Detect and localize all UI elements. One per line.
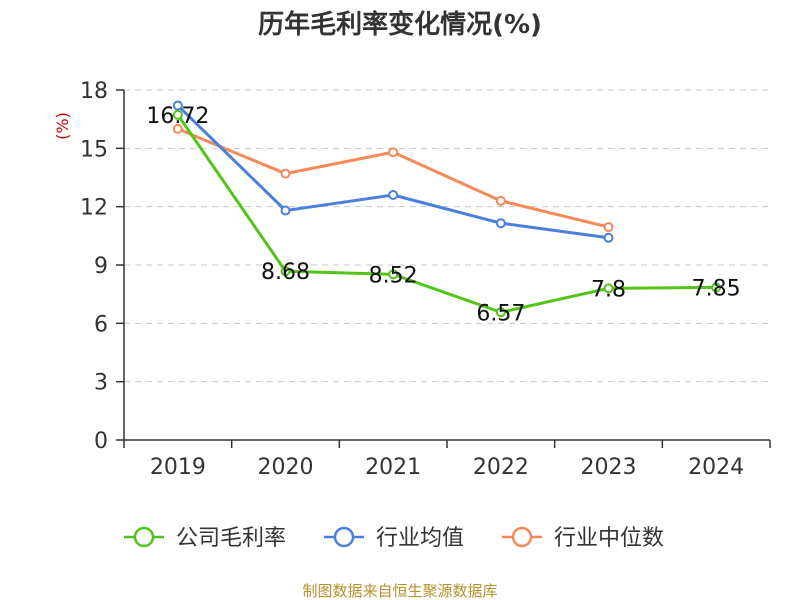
series-0-point-0 xyxy=(172,109,183,120)
legend-label-0: 公司毛利率 xyxy=(176,526,286,551)
series-0-point-2 xyxy=(388,269,399,280)
legend-marker-1 xyxy=(333,526,355,548)
grid-lines xyxy=(124,89,770,383)
series-line-2 xyxy=(177,127,609,229)
series-2-point-0 xyxy=(172,123,183,134)
y-tick-label-12: 12 xyxy=(80,196,108,221)
series-0-point-1 xyxy=(280,266,291,277)
axes: 0 3 6 9 12 15 18 2019 2020 2021 2022 2023 2024 xyxy=(80,79,771,480)
series-1-point-1 xyxy=(280,205,291,216)
series-line-1 xyxy=(176,104,609,240)
series-0-point-5 xyxy=(711,282,722,293)
series-1-point-2 xyxy=(388,190,399,200)
legend-label-2: 行业中位数 xyxy=(554,526,664,551)
x-tick-label-2024: 2024 xyxy=(688,455,744,480)
y-tick-label-6: 6 xyxy=(94,312,108,337)
series-2-point-1 xyxy=(280,168,291,179)
data-label-2023: 7.8 xyxy=(591,277,626,302)
x-tick-label-2021: 2021 xyxy=(365,455,421,480)
y-axis-unit: (%) xyxy=(53,112,72,140)
series-0-point-4 xyxy=(603,283,614,294)
series-2-point-4 xyxy=(603,222,614,233)
data-label-2020: 8.68 xyxy=(261,260,310,285)
x-tick-label-2019: 2019 xyxy=(150,455,206,480)
y-tick-label-0: 0 xyxy=(94,429,108,454)
x-tick-label-2022: 2022 xyxy=(473,455,529,480)
series-line-0 xyxy=(176,114,717,314)
data-label-2021: 8.52 xyxy=(369,263,418,288)
source-note: 制图数据来自恒生聚源数据库 xyxy=(302,582,497,600)
series-2-point-2 xyxy=(388,147,399,158)
series-1-point-0 xyxy=(172,100,183,111)
data-label-2019: 16.72 xyxy=(146,104,209,129)
legend-marker-2 xyxy=(511,526,533,548)
data-label-2022: 6.57 xyxy=(476,301,525,326)
y-tick-label-3: 3 xyxy=(94,371,108,396)
x-tick-label-2020: 2020 xyxy=(258,455,314,480)
legend-marker-0 xyxy=(133,526,155,548)
series-2-point-3 xyxy=(495,195,506,206)
y-tick-label-15: 15 xyxy=(80,137,108,162)
series-0-point-3 xyxy=(495,307,506,318)
legend: 公司毛利率 行业均值 行业中位数 xyxy=(124,526,664,551)
y-tick-label-18: 18 xyxy=(80,79,108,104)
chart-title: 历年毛利率变化情况(%) xyxy=(258,9,542,40)
data-label-2024: 7.85 xyxy=(692,276,741,301)
x-tick-label-2023: 2023 xyxy=(581,455,637,480)
data-labels: 16.72 8.68 8.52 6.57 7.8 7.85 xyxy=(146,104,740,326)
series-1-point-3 xyxy=(495,218,506,229)
series-1-point-4 xyxy=(603,232,614,243)
y-tick-label-9: 9 xyxy=(94,254,108,279)
legend-label-1: 行业均值 xyxy=(376,526,464,551)
series-lines xyxy=(172,100,722,318)
